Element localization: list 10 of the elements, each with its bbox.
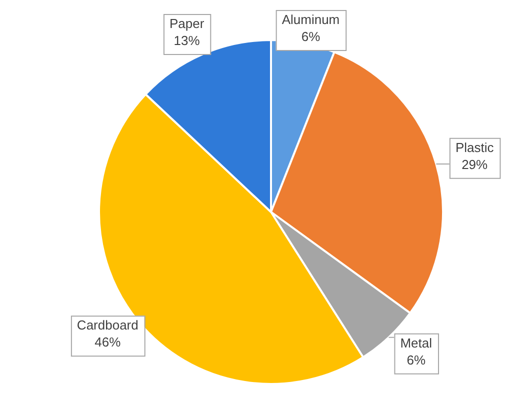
slice-label: Paper	[169, 16, 205, 32]
data-label: 6%	[406, 352, 426, 368]
data-label: 13%	[174, 33, 200, 48]
data-label: 6%	[301, 29, 321, 44]
data-label: 29%	[462, 156, 488, 172]
slice-label: Cardboard	[76, 318, 138, 333]
slice-label: Plastic	[455, 140, 494, 155]
slice-label: Metal	[400, 336, 432, 350]
data-label: 46%	[94, 334, 122, 350]
slice-label: Aluminum	[282, 12, 340, 28]
